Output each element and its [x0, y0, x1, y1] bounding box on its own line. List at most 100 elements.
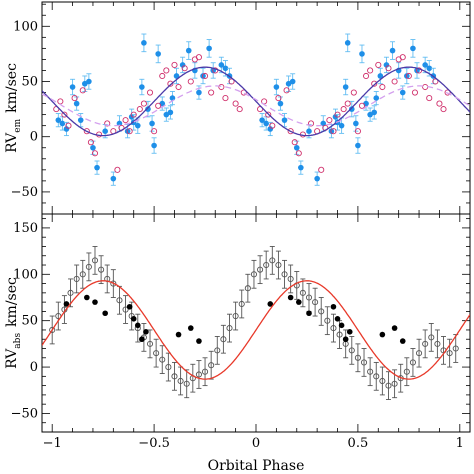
top-data-point: [405, 72, 412, 80]
top-data-point: [57, 98, 64, 105]
bottom-data-point: [110, 280, 117, 287]
bottom-data-point: [187, 325, 194, 331]
bottom-data-point: [346, 329, 353, 335]
top-data-point: [228, 78, 235, 85]
top-data-point: [65, 122, 72, 129]
top-data-point: [440, 106, 447, 113]
bottom-data-point: [208, 362, 215, 369]
top-data-point: [373, 95, 380, 101]
bottom-data-point: [446, 350, 453, 357]
bottom-ylabel-unit: km/sec: [4, 277, 20, 327]
bottom-data-point: [348, 347, 355, 354]
top-data-point: [141, 40, 147, 46]
bottom-data-point: [287, 275, 294, 282]
top-data-point: [391, 78, 398, 85]
top-data-point: [63, 126, 70, 132]
bottom-data-point: [139, 336, 145, 343]
top-y-tick-label: 50: [21, 75, 38, 90]
top-data-point: [344, 100, 351, 107]
top-data-point: [334, 111, 341, 118]
bottom-data-point: [130, 316, 137, 322]
bottom-data-point: [275, 261, 282, 269]
bottom-data-point: [305, 294, 313, 301]
bottom-data-point: [122, 306, 129, 313]
bottom-data-point: [63, 301, 70, 307]
top-data-point: [277, 100, 284, 107]
bottom-x-tick-label: −0.5: [138, 436, 170, 451]
top-data-point: [79, 87, 86, 94]
top-data-point: [289, 78, 296, 85]
top-data-point: [318, 166, 325, 173]
top-data-point: [355, 142, 361, 149]
bottom-data-point: [116, 297, 123, 304]
top-data-point: [73, 100, 80, 107]
top-data-point: [124, 128, 131, 134]
top-data-point: [307, 120, 315, 127]
top-data-point: [263, 120, 269, 127]
top-data-point: [155, 51, 161, 57]
bottom-ylabel-sub: abs: [13, 333, 23, 349]
bottom-y-tick-label: 0: [30, 360, 38, 375]
bottom-data-point: [153, 350, 160, 357]
bottom-y-tick-label: 50: [21, 314, 38, 329]
bottom-data-point: [159, 356, 166, 363]
top-data-point: [110, 175, 117, 182]
top-data-point: [426, 95, 433, 102]
bottom-y-tick-label: 100: [13, 267, 38, 282]
top-data-point: [151, 142, 157, 149]
top-data-point: [422, 62, 428, 68]
top-data-point: [273, 84, 280, 90]
top-data-point: [344, 40, 351, 46]
bottom-data-point: [244, 285, 251, 292]
top-data-point: [173, 73, 180, 79]
top-data-point: [385, 65, 392, 72]
top-data-point: [179, 62, 186, 68]
bottom-data-point: [238, 300, 245, 308]
top-data-point: [330, 128, 337, 135]
top-data-point: [167, 109, 174, 116]
top-data-point: [55, 117, 62, 123]
top-data-point: [201, 72, 209, 80]
top-data-point: [379, 83, 386, 91]
top-data-point: [269, 122, 276, 129]
top-data-point: [359, 51, 365, 57]
bottom-data-point: [422, 340, 429, 347]
bottom-data-point: [73, 275, 80, 282]
bottom-data-point: [67, 289, 74, 296]
bottom-data-point: [195, 371, 202, 378]
bottom-data-point: [177, 377, 184, 385]
bottom-data-point: [379, 377, 386, 385]
top-data-point: [175, 83, 182, 91]
top-data-point: [59, 120, 66, 127]
bottom-data-point: [452, 345, 459, 352]
top-data-point: [375, 61, 382, 68]
top-data-point: [342, 84, 349, 90]
bottom-data-point: [102, 310, 108, 317]
top-data-point: [358, 102, 366, 109]
top-data-point: [295, 150, 302, 157]
bottom-data-point: [434, 340, 441, 347]
bottom-data-point: [373, 373, 380, 380]
bottom-data-point: [296, 299, 302, 305]
top-data-point: [426, 65, 433, 72]
top-data-point: [104, 120, 111, 127]
bottom-data-point: [250, 271, 258, 278]
top-data-point: [171, 61, 178, 68]
top-data-point: [411, 89, 419, 96]
bottom-data-point: [385, 382, 392, 389]
bottom-data-point: [263, 261, 270, 269]
bottom-data-point: [257, 266, 264, 273]
bottom-data-point: [84, 294, 90, 301]
top-data-point: [195, 54, 202, 61]
bottom-data-point: [415, 350, 423, 357]
bottom-data-point: [399, 338, 406, 344]
top-data-point: [236, 106, 243, 113]
top-fit-curve-solid: [42, 66, 470, 137]
top-data-point: [371, 80, 378, 87]
top-data-point: [267, 126, 274, 132]
top-data-point: [71, 95, 78, 102]
top-ylabel-main: RV: [4, 132, 20, 153]
top-data-point: [399, 89, 406, 96]
bottom-x-tick-label: −1: [43, 436, 62, 451]
